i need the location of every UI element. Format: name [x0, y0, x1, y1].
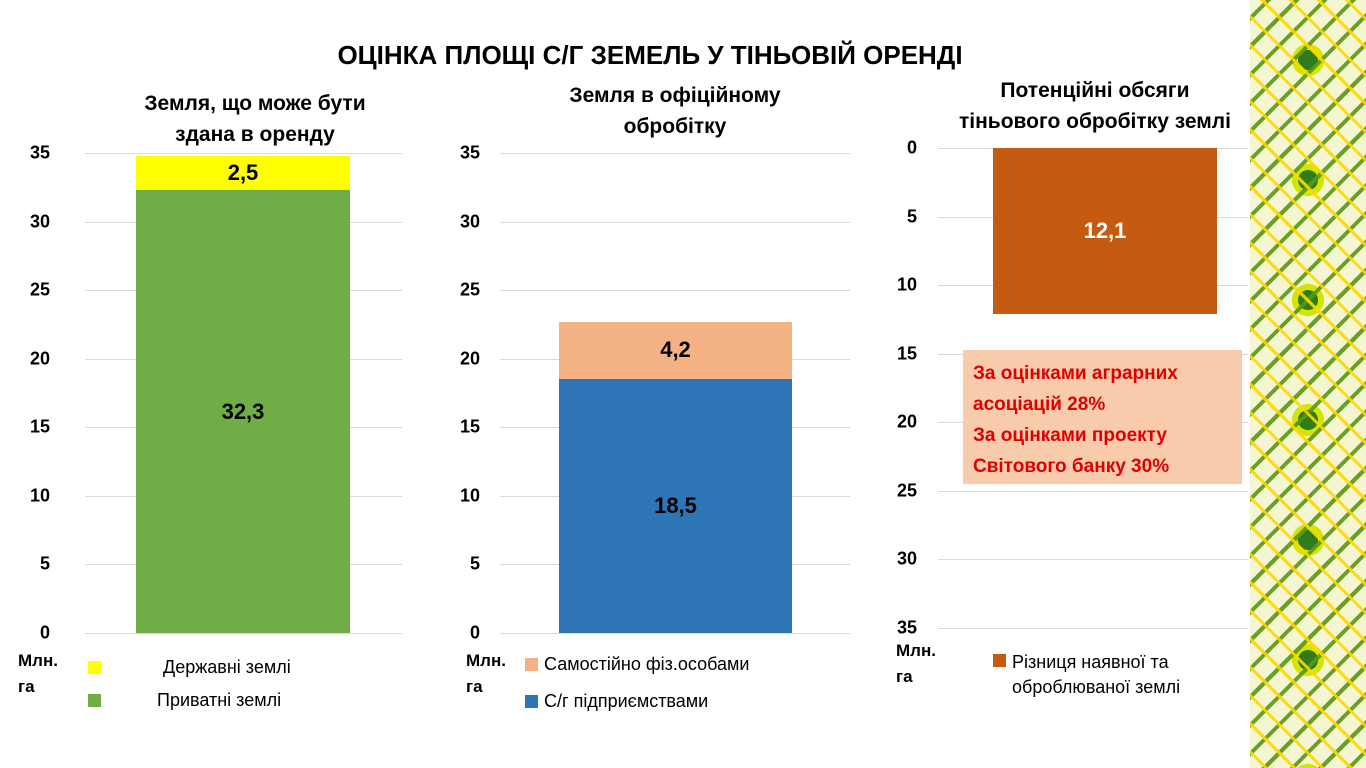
gridline: [500, 633, 850, 634]
bar-державні-землі: [136, 155, 350, 191]
y-tick-label: 30: [896, 548, 917, 569]
legend-item: Державні землі: [88, 657, 291, 678]
gridline: [500, 221, 850, 223]
slide-title: ОЦІНКА ПЛОЩІ С/Г ЗЕМЕЛЬ У ТІНЬОВІЙ ОРЕНД…: [337, 40, 963, 70]
legend-item: Приватні землі: [88, 690, 281, 711]
legend-label: Різниця наявної та оброблюваної землі: [1012, 652, 1181, 697]
legend-swatch: [88, 661, 101, 674]
chart-title-line: Земля, що може бути: [144, 92, 366, 115]
legend-label: С/г підприємствами: [544, 691, 709, 711]
y-tick-label: 10: [29, 485, 50, 506]
chart-title: Потенційні обсяги тіньового обробітку зем…: [930, 75, 1260, 137]
y-tick-label: 25: [459, 279, 480, 300]
chart-title-line: здана в оренду: [175, 123, 335, 146]
legend-item: Різниця наявної та оброблюваної землі: [993, 650, 1222, 700]
axis-unit-label: га: [896, 667, 913, 686]
gridline: [85, 153, 402, 154]
bar-с-г-підприємствами: [559, 379, 792, 633]
chart-title: Земля в офіційному обробітку: [490, 80, 860, 142]
data-label: 4,2: [660, 337, 691, 363]
legend-swatch: [525, 658, 538, 671]
y-tick-label: 25: [29, 279, 50, 300]
y-tick-label: 0: [39, 622, 50, 643]
note-line: Світового банку 30%: [973, 456, 1170, 477]
y-tick-label: 20: [459, 348, 480, 369]
bar-самостійно-фіз-особами: [559, 321, 792, 380]
chart-title-line: Потенційні обсяги: [1000, 79, 1190, 102]
y-tick-label: 35: [459, 142, 480, 163]
axis-unit-label: Млн.: [466, 651, 506, 670]
embroidery-ornament: [1250, 0, 1366, 768]
bar-різниця-наявної-та-оброблюваної-землі: [993, 148, 1217, 314]
y-tick-label: 30: [29, 211, 50, 232]
data-label: 32,3: [221, 398, 265, 424]
y-tick-label: 10: [896, 274, 917, 295]
legend-label: Приватні землі: [157, 690, 282, 710]
axis-unit-label: га: [18, 677, 35, 696]
legend-item: Самостійно фіз.особами: [525, 654, 749, 675]
estimates-note: За оцінками аграрних асоціацій 28% За оц…: [963, 350, 1242, 484]
y-tick-label: 0: [906, 137, 917, 158]
y-tick-label: 10: [459, 485, 480, 506]
gridline: [938, 490, 1248, 492]
axis-unit-label: га: [466, 677, 483, 696]
chart-title-line: тіньового обробітку землі: [959, 110, 1231, 133]
y-tick-label: 15: [459, 416, 480, 437]
note-line: За оцінками проекту: [973, 425, 1167, 446]
y-tick-label: 20: [896, 411, 917, 432]
y-tick-label: 5: [39, 553, 50, 574]
chart-title: Земля, що може бути здана в оренду: [90, 88, 420, 150]
bar-приватні-землі: [136, 190, 350, 633]
axis-unit-label: Млн.: [18, 651, 58, 670]
gridline: [938, 628, 1248, 629]
y-tick-label: 35: [29, 142, 50, 163]
data-label: 2,5: [227, 159, 259, 185]
axis-unit-label: Млн.: [896, 641, 936, 660]
note-line: асоціацій 28%: [973, 394, 1106, 415]
legend-swatch: [525, 695, 538, 708]
legend-swatch: [88, 694, 101, 707]
y-tick-label: 30: [459, 211, 480, 232]
y-tick-label: 15: [896, 343, 917, 364]
data-label: 12,1: [1083, 217, 1127, 243]
legend-label: Державні землі: [163, 657, 291, 677]
legend-swatch: [993, 654, 1006, 667]
y-tick-label: 0: [469, 622, 480, 643]
y-tick-label: 35: [896, 617, 917, 638]
gridline: [85, 633, 402, 634]
gridline: [500, 153, 850, 154]
chart-title-line: Земля в офіційному: [569, 84, 781, 107]
y-tick-label: 5: [469, 553, 480, 574]
note-line: За оцінками аграрних: [973, 363, 1178, 384]
y-tick-label: 5: [906, 206, 917, 227]
y-tick-label: 20: [29, 348, 50, 369]
y-tick-label: 15: [29, 416, 50, 437]
y-tick-label: 25: [896, 480, 917, 501]
legend-label: Самостійно фіз.особами: [544, 654, 750, 674]
gridline: [938, 559, 1248, 561]
data-label: 18,5: [654, 493, 697, 519]
legend-item: С/г підприємствами: [525, 691, 708, 712]
chart-title-line: обробітку: [623, 115, 727, 138]
gridline: [500, 290, 850, 292]
